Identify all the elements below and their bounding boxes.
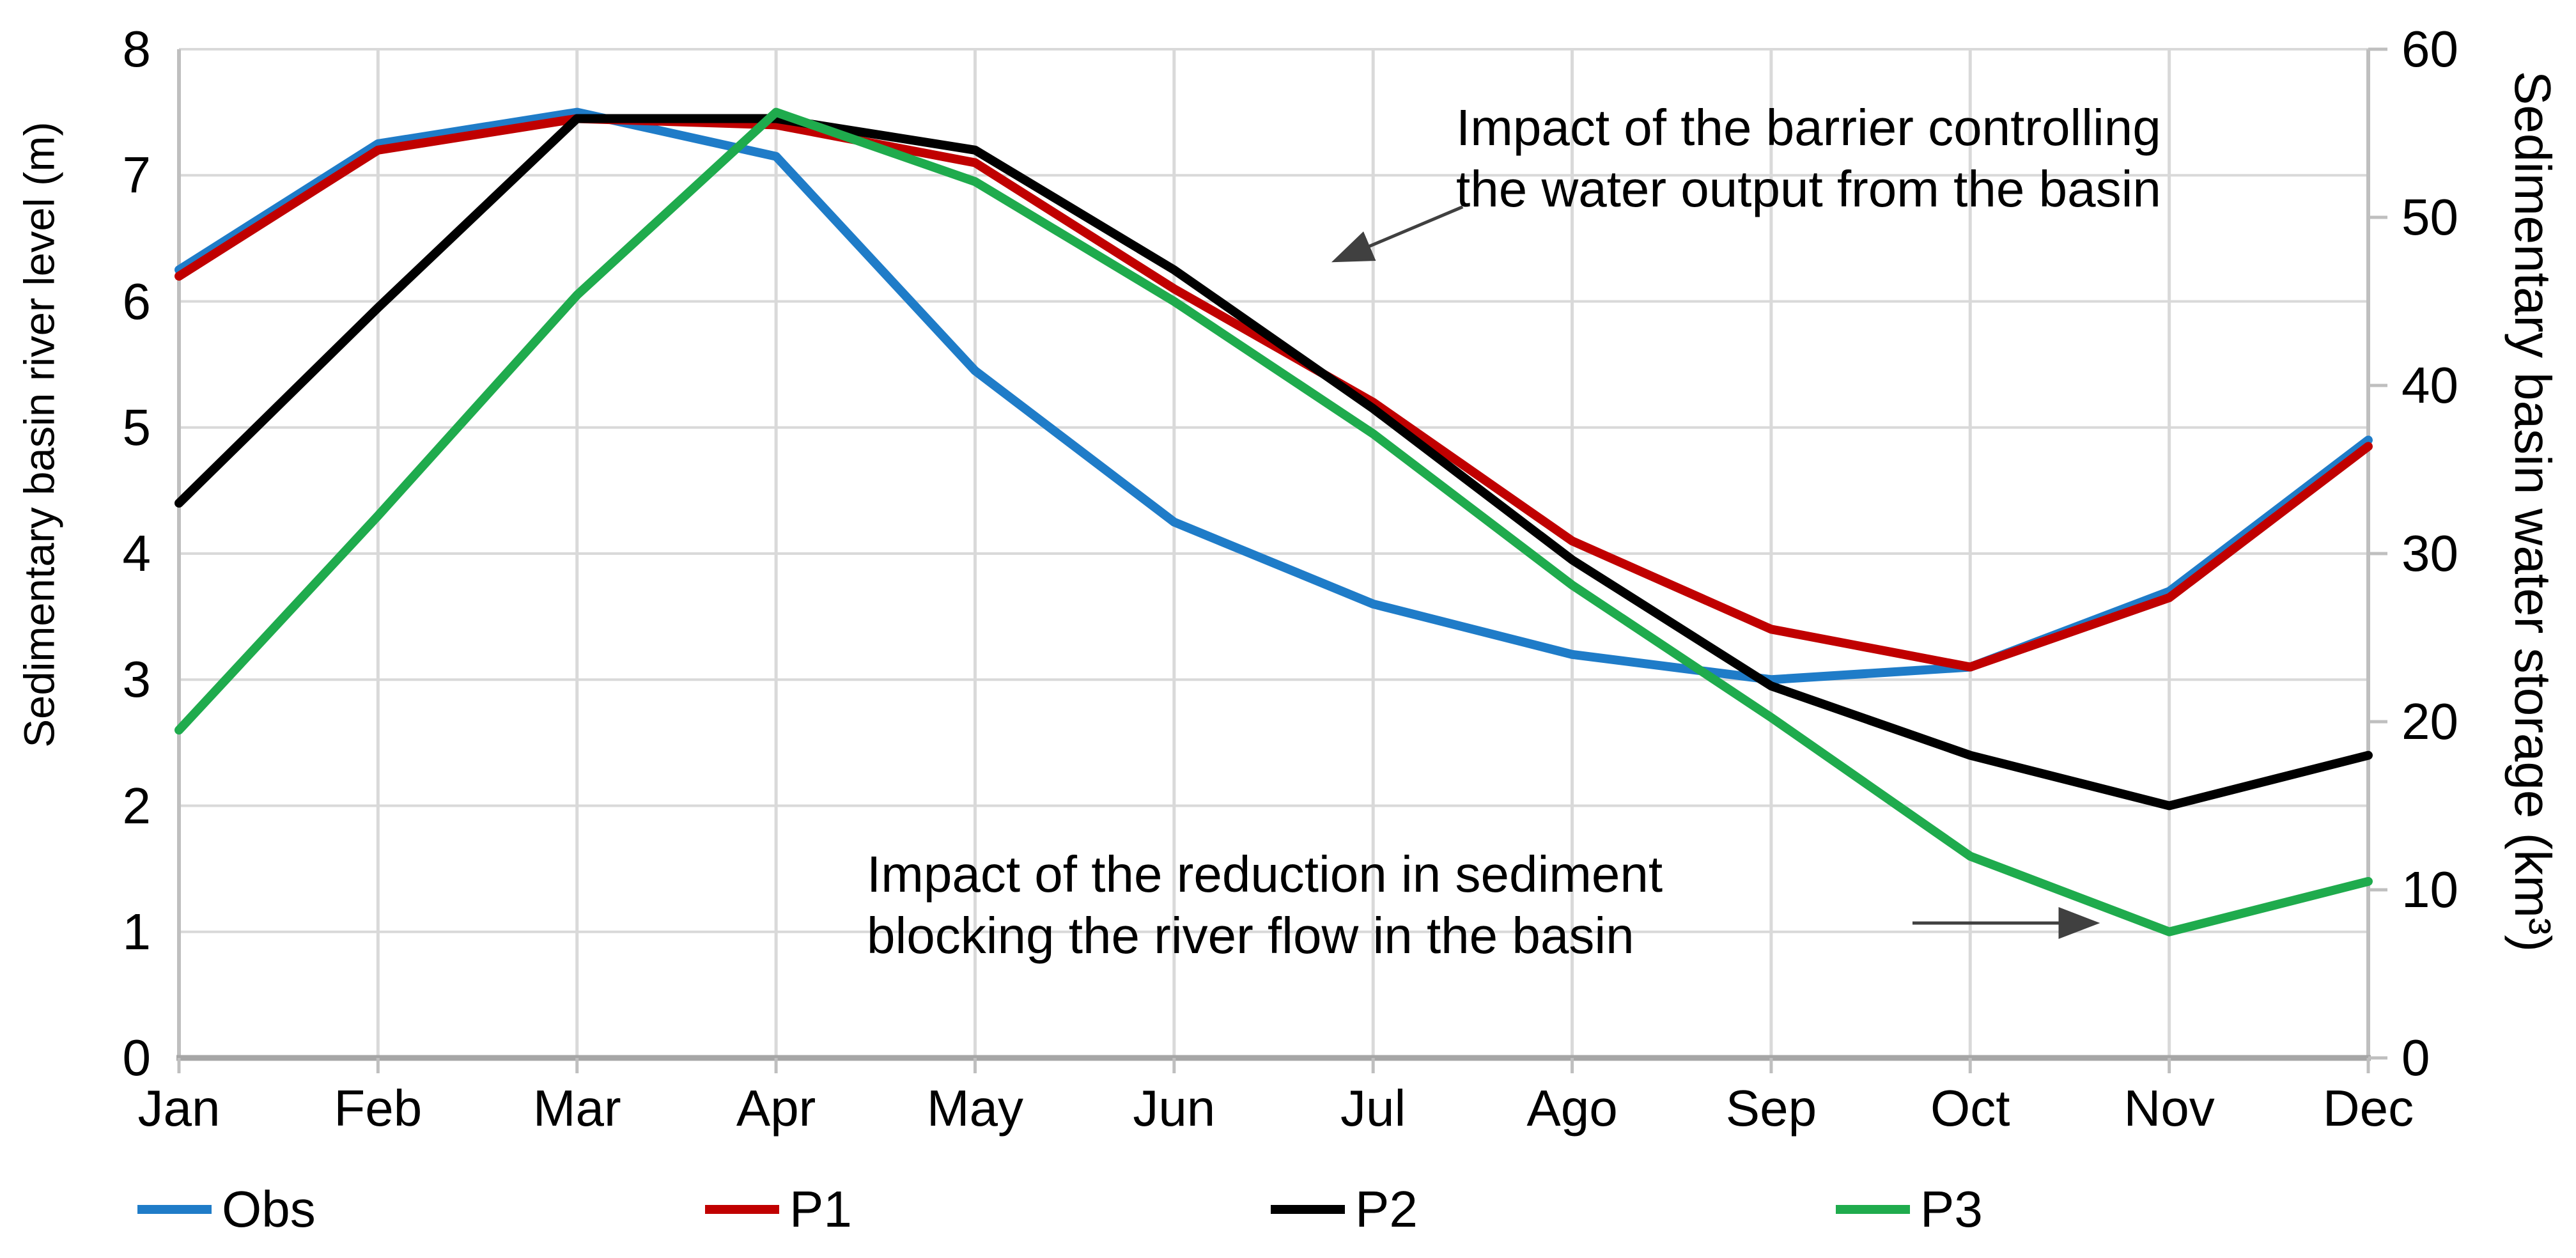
left-axis-tick: 8: [122, 20, 151, 77]
x-axis-tick: May: [926, 1080, 1024, 1137]
left-axis-tick: 5: [122, 398, 151, 456]
left-axis-tick: 7: [122, 146, 151, 204]
series-line-p1: [175, 114, 2373, 672]
right-axis-tick: 40: [2401, 357, 2458, 414]
x-axis-tick: Oct: [1930, 1080, 2010, 1137]
x-axis-tick: Jun: [1133, 1080, 1216, 1137]
left-axis-tick: 3: [122, 651, 151, 708]
left-axis-tick: 4: [122, 525, 151, 582]
legend-swatch-obs: [137, 1205, 212, 1214]
series-line-p3: [175, 107, 2373, 936]
legend-swatch-p2: [1271, 1205, 1345, 1214]
legend-item-p2: P2: [1271, 1180, 1418, 1239]
right-axis-tick: 30: [2401, 525, 2458, 582]
legend-swatch-p3: [1836, 1205, 1910, 1214]
right-axis-tick: 0: [2401, 1029, 2430, 1086]
right-axis-tick: 50: [2401, 189, 2458, 245]
left-axis-tick: 2: [122, 777, 151, 834]
left-axis-tick: 0: [122, 1029, 151, 1086]
left-axis-tick: 1: [122, 903, 151, 960]
legend-swatch-p1: [705, 1205, 779, 1214]
legend-item-obs: Obs: [137, 1180, 316, 1239]
right-axis-tick: 20: [2401, 693, 2458, 750]
right-axis-tick: 10: [2401, 861, 2458, 918]
x-axis-tick: Jan: [137, 1080, 221, 1137]
x-axis-tick: Ago: [1526, 1080, 1618, 1137]
x-axis-tick: Apr: [736, 1080, 816, 1137]
legend-label: P2: [1355, 1181, 1418, 1238]
legend-label: Obs: [222, 1181, 316, 1238]
series-line-p2: [175, 114, 2373, 811]
x-axis-tick: Jul: [1340, 1080, 1406, 1137]
legend-item-p1: P1: [705, 1180, 852, 1239]
right-axis-tick: 60: [2401, 20, 2458, 77]
annotation-sediment: Impact of the reduction in sediment bloc…: [867, 846, 1663, 964]
x-axis-tick: Nov: [2123, 1080, 2215, 1137]
annotation-barrier: Impact of the barrier controlling the wa…: [1456, 99, 2161, 217]
x-axis-tick: Dec: [2322, 1080, 2414, 1137]
legend-label: P3: [1920, 1181, 1983, 1238]
legend-label: P1: [789, 1181, 852, 1238]
x-axis-tick: Mar: [532, 1080, 621, 1137]
annotation-arrow-barrier: [1331, 205, 1464, 263]
x-axis-tick: Feb: [334, 1080, 423, 1137]
legend-item-p3: P3: [1836, 1180, 1983, 1239]
x-axis-tick: Sep: [1725, 1080, 1817, 1137]
left-axis-tick: 6: [122, 272, 151, 330]
